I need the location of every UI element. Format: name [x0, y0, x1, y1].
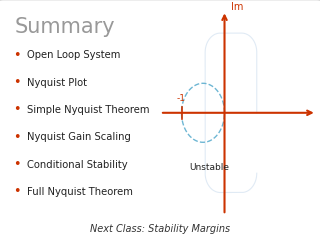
- Text: Unstable: Unstable: [189, 163, 229, 172]
- Text: •: •: [13, 186, 20, 198]
- Text: •: •: [13, 49, 20, 62]
- Text: Nyquist Plot: Nyquist Plot: [27, 78, 87, 88]
- Text: Next Class: Stability Margins: Next Class: Stability Margins: [90, 224, 230, 234]
- Text: •: •: [13, 103, 20, 116]
- Text: •: •: [13, 76, 20, 89]
- Text: -1: -1: [177, 94, 186, 103]
- Text: Open Loop System: Open Loop System: [27, 50, 121, 60]
- Text: Im: Im: [231, 2, 243, 12]
- Text: •: •: [13, 131, 20, 144]
- Text: Simple Nyquist Theorem: Simple Nyquist Theorem: [27, 105, 150, 115]
- Text: Conditional Stability: Conditional Stability: [27, 160, 128, 170]
- Text: Nyquist Gain Scaling: Nyquist Gain Scaling: [27, 132, 131, 142]
- Text: Full Nyquist Theorem: Full Nyquist Theorem: [27, 187, 133, 197]
- Text: •: •: [13, 158, 20, 171]
- Text: Summary: Summary: [14, 17, 115, 37]
